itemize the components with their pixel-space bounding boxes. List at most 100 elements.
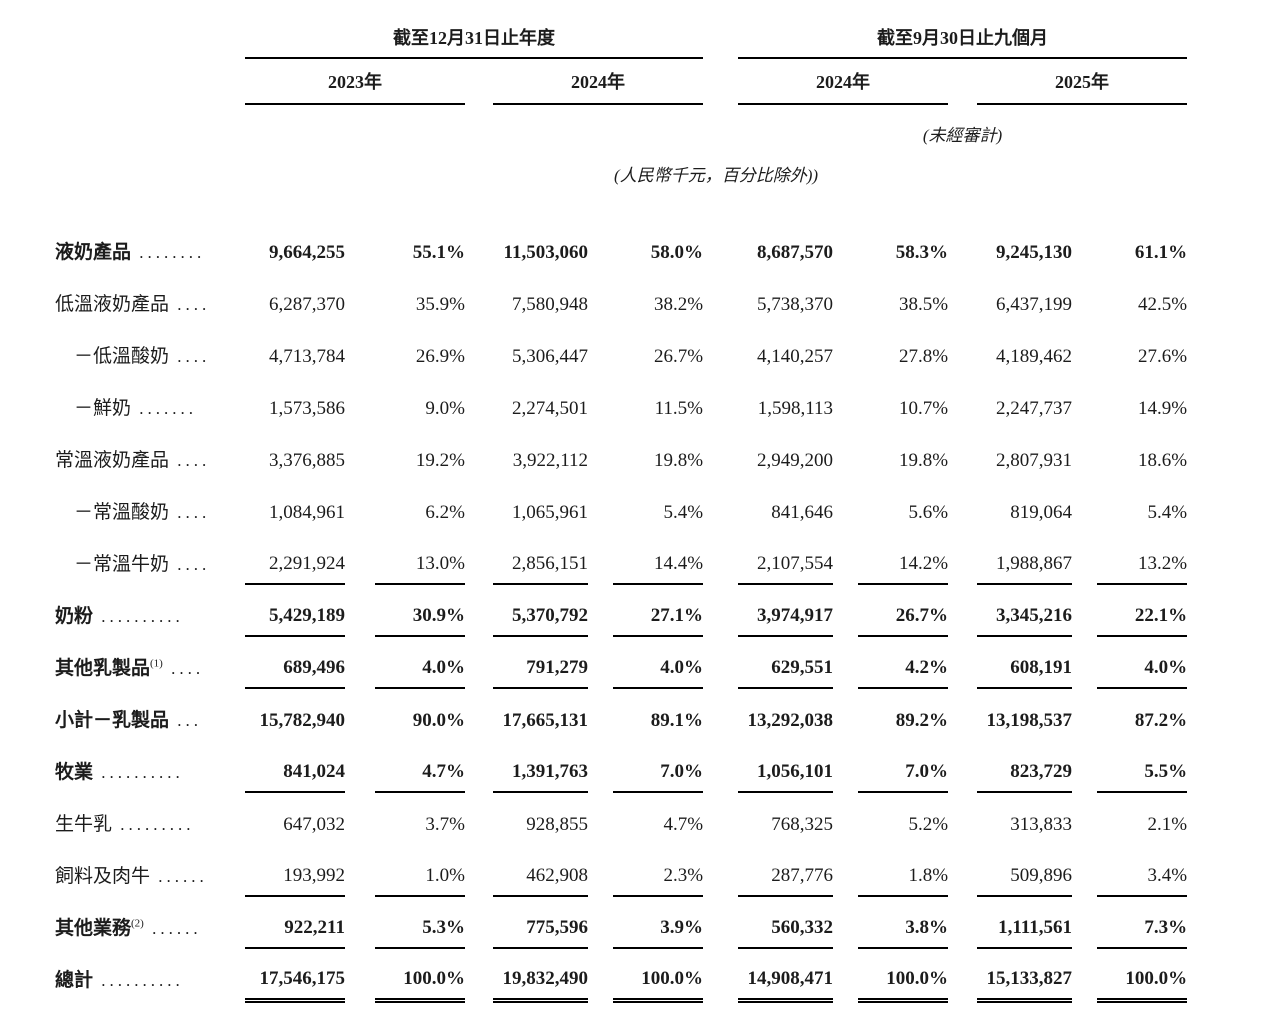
spacer-cell	[345, 324, 375, 376]
spacer-cell	[948, 844, 977, 896]
percent-cell: 6.2%	[425, 502, 465, 523]
amount-cell: 4,189,462	[996, 346, 1073, 367]
spacer-cell	[345, 376, 375, 428]
amount-cell: 4,140,257	[757, 346, 834, 367]
spacer-cell	[1072, 584, 1097, 636]
percent-cell: 58.0%	[650, 242, 704, 263]
spacer-cell	[833, 376, 858, 428]
footnote-marker: (1)	[150, 657, 163, 670]
amount-cell: 15,133,827	[977, 948, 1073, 1003]
spacer-cell	[588, 688, 613, 740]
row-label: 其他乳製品(1) ....	[55, 657, 205, 679]
percent-cell: 3.9%	[613, 896, 704, 949]
amount-cell: 193,992	[245, 844, 345, 897]
spacer-cell	[703, 14, 738, 58]
units-note: (人民幣千元，百分比除外))	[614, 166, 819, 185]
spacer-cell	[588, 792, 613, 844]
spacer-cell	[1072, 428, 1097, 480]
spacer-cell	[465, 58, 493, 104]
row-label: 其他業務(2) ......	[55, 917, 202, 939]
percent-cell: 89.2%	[895, 710, 949, 731]
spacer-cell	[345, 220, 375, 272]
spacer-cell	[465, 584, 493, 636]
row-label: 飼料及肉牛 ......	[55, 866, 208, 887]
percent-cell: 14.2%	[858, 532, 949, 585]
row-label: －鮮奶 .......	[74, 398, 198, 419]
percent-cell: 38.5%	[898, 294, 949, 315]
amount-cell: 11,503,060	[503, 242, 588, 263]
spacer-cell	[345, 948, 375, 1000]
spacer-cell	[703, 792, 738, 844]
row-label: －常溫酸奶 ....	[74, 502, 211, 523]
spacer-cell	[948, 428, 977, 480]
spacer-cell	[948, 584, 977, 636]
table-row: 奶粉 .......... 5,429,189 30.9% 5,370,792 27.1…	[55, 584, 1188, 637]
amount-cell: 819,064	[1010, 502, 1073, 523]
row-label: 常溫液奶產品 ....	[55, 450, 211, 471]
percent-cell: 9.0%	[425, 398, 465, 419]
percent-cell: 5.4%	[1147, 502, 1188, 523]
spacer-cell	[55, 150, 245, 190]
spacer-cell	[703, 324, 738, 376]
amount-cell: 2,949,200	[757, 450, 834, 471]
amount-cell: 1,391,763	[493, 740, 588, 793]
spacer-cell	[588, 584, 613, 636]
percent-cell: 4.0%	[375, 636, 465, 689]
amount-cell: 768,325	[771, 814, 834, 835]
dot-leader: ....	[169, 347, 211, 366]
dot-leader: ......	[150, 867, 208, 886]
spacer-cell	[833, 532, 858, 584]
percent-cell: 27.8%	[898, 346, 949, 367]
spacer-cell	[465, 896, 493, 948]
spacer-cell	[833, 740, 858, 792]
amount-cell: 1,056,101	[738, 740, 834, 793]
percent-cell: 3.4%	[1097, 844, 1188, 897]
spacer-cell	[345, 480, 375, 532]
spacer-cell	[345, 688, 375, 740]
spacer-cell	[703, 948, 738, 1000]
percent-cell: 14.4%	[613, 532, 704, 585]
spacer-cell	[703, 272, 738, 324]
spacer-cell	[948, 324, 977, 376]
spacer-cell	[703, 688, 738, 740]
dot-leader: ..........	[93, 971, 184, 990]
table-body: 液奶產品 ........ 9,664,255 55.1% 11,503,060 58.…	[55, 220, 1188, 1003]
amount-cell: 462,908	[493, 844, 588, 897]
amount-cell: 5,370,792	[493, 584, 588, 637]
percent-cell: 35.9%	[415, 294, 465, 315]
percent-cell: 3.7%	[425, 814, 465, 835]
table-row: 常溫液奶產品 .... 3,376,885 19.2% 3,922,112 19.8% 2…	[55, 428, 1187, 480]
spacer-cell	[588, 428, 613, 480]
spacer-cell	[588, 272, 613, 324]
percent-cell: 30.9%	[375, 584, 465, 637]
amount-cell: 313,833	[1010, 814, 1073, 835]
dot-leader: ....	[162, 659, 205, 678]
spacer-cell	[465, 532, 493, 584]
amount-cell: 1,573,586	[269, 398, 345, 419]
row-label: 液奶產品 ........	[55, 242, 206, 263]
spacer-cell	[345, 740, 375, 792]
spacer-cell	[55, 14, 245, 58]
year-header-2025-9m: 2025年	[977, 58, 1188, 105]
spacer-cell	[588, 376, 613, 428]
percent-cell: 13.2%	[1097, 532, 1188, 585]
percent-cell: 22.1%	[1097, 584, 1188, 637]
table-row: 小計－乳製品 ... 15,782,940 90.0% 17,665,131 89.1%…	[55, 688, 1187, 740]
amount-cell: 1,111,561	[977, 896, 1073, 949]
table-row: 液奶產品 ........ 9,664,255 55.1% 11,503,060 58.…	[55, 220, 1187, 272]
spacer-cell	[465, 688, 493, 740]
year-header-row: 2023年 2024年 2024年 2025年	[55, 58, 1188, 105]
percent-cell: 42.5%	[1137, 294, 1188, 315]
amount-cell: 3,345,216	[977, 584, 1073, 637]
percent-cell: 55.1%	[412, 242, 465, 263]
spacer-cell	[948, 740, 977, 792]
amount-cell: 13,292,038	[747, 710, 834, 731]
spacer-cell	[703, 428, 738, 480]
period-header-row: 截至12月31日止年度 截至9月30日止九個月	[55, 14, 1188, 59]
percent-cell: 19.8%	[898, 450, 949, 471]
spacer-cell	[1072, 324, 1097, 376]
dot-leader: .........	[112, 815, 195, 834]
percent-cell: 13.0%	[375, 532, 465, 585]
spacer-cell	[465, 324, 493, 376]
